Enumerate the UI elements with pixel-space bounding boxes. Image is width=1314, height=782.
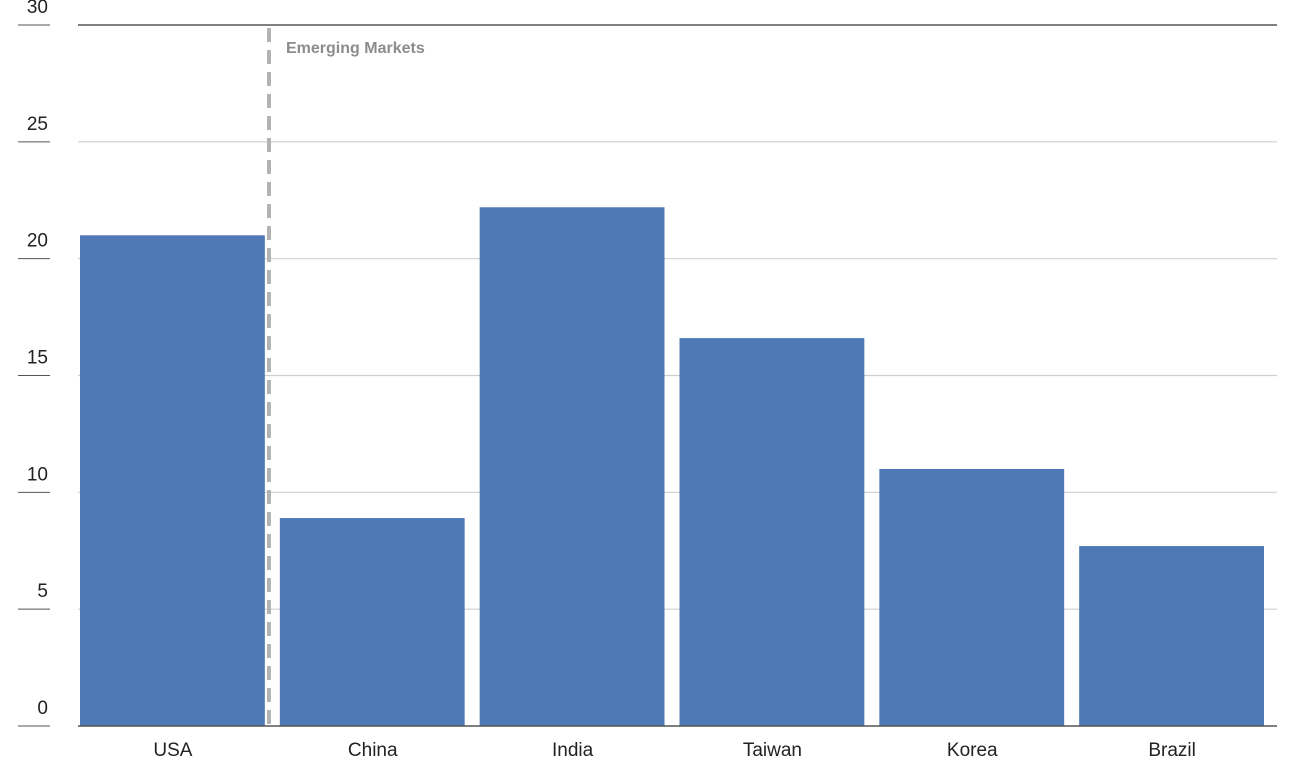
x-tick-label: USA [153,740,192,761]
x-tick-label: Korea [947,740,998,761]
bar [80,235,265,727]
y-tick-label: 0 [37,698,48,719]
bar [879,468,1065,726]
bar [1079,546,1264,726]
y-tick-label: 20 [27,231,48,252]
y-tick-label: 25 [27,114,48,135]
bar [679,338,865,726]
x-tick-label: Brazil [1148,740,1196,761]
annotation: Emerging Markets [286,40,425,57]
x-tick-label: India [552,740,594,761]
bar [279,518,465,726]
y-tick-label: 30 [27,0,48,18]
bar [479,207,665,726]
y-tick-label: 5 [37,581,48,602]
x-tick-label: China [348,740,398,761]
y-tick-label: 10 [27,464,48,485]
x-tick-label: Taiwan [743,740,802,761]
y-tick-label: 15 [27,348,48,369]
